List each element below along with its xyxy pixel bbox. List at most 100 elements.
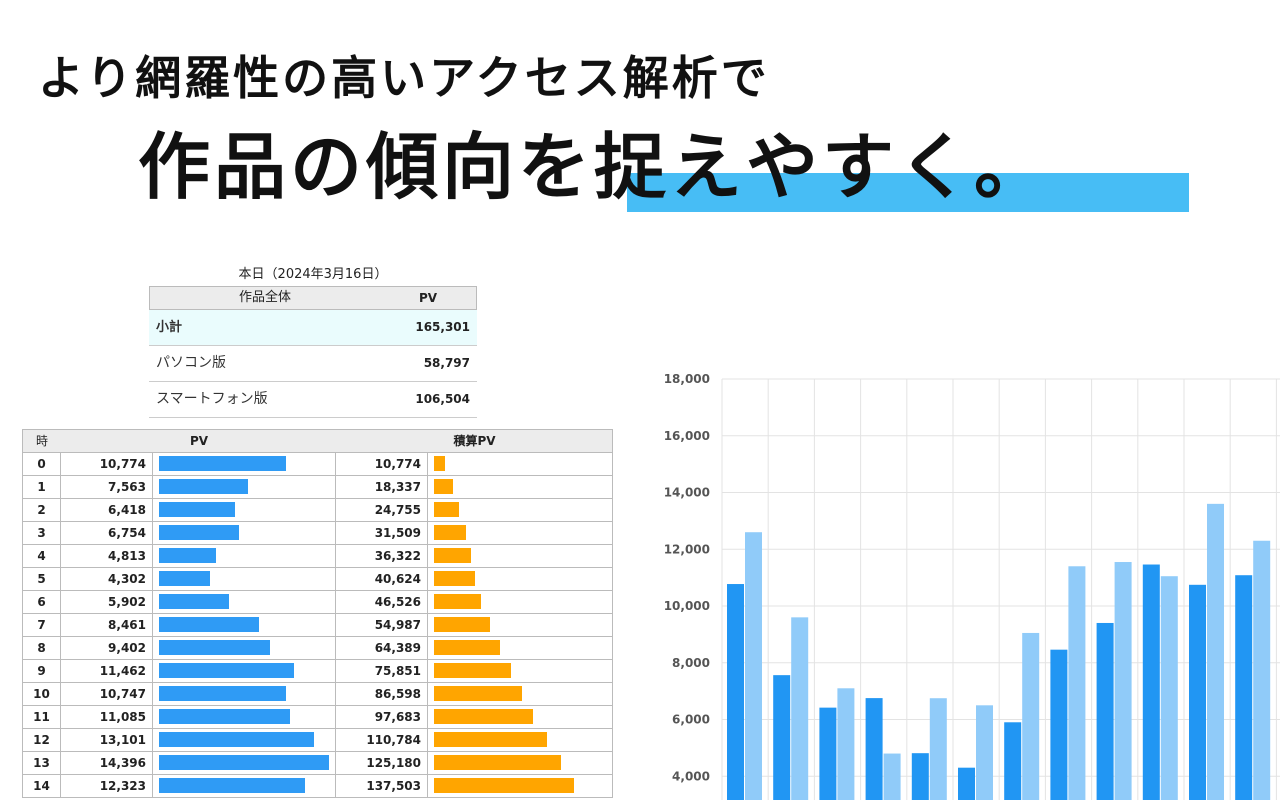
hourly-cumulative-value: 54,987: [336, 614, 428, 636]
chart-bar-series2: [1114, 562, 1132, 800]
chart-bar-series1: [1142, 564, 1160, 800]
chart-bar-series2: [745, 532, 762, 800]
hourly-cumulative-bar-cell: [428, 637, 612, 659]
hourly-cumulative-bar: [434, 548, 471, 563]
hourly-pv-bar-cell: [153, 453, 336, 475]
hourly-cumulative-value: 36,322: [336, 545, 428, 567]
hourly-cumulative-bar-cell: [428, 775, 612, 797]
chart-bar-series2: [883, 753, 901, 800]
hourly-cumulative-bar-cell: [428, 729, 612, 751]
hourly-pv-bar-cell: [153, 499, 336, 521]
hourly-cumulative-bar: [434, 755, 561, 770]
hourly-hour: 3: [23, 522, 61, 544]
hourly-cumulative-bar-cell: [428, 568, 612, 590]
hourly-pv-bar-cell: [153, 545, 336, 567]
hourly-row: 8 9,402 64,389: [23, 637, 612, 660]
hourly-pv-bar: [159, 778, 305, 793]
hourly-cumulative-bar-cell: [428, 683, 612, 705]
hourly-pv-bar-cell: [153, 476, 336, 498]
summary-row-smartphone: スマートフォン版 106,504: [149, 382, 477, 418]
chart-bar-series1: [819, 707, 837, 800]
hourly-cumulative-bar-cell: [428, 706, 612, 728]
summary-caption: 本日（2024年3月16日）: [238, 267, 388, 282]
hourly-hour: 13: [23, 752, 61, 774]
summary-row-value: 165,301: [415, 320, 470, 334]
hourly-pv-bar-cell: [153, 660, 336, 682]
hourly-row: 7 8,461 54,987: [23, 614, 612, 637]
chart-bar-series2: [1022, 632, 1040, 800]
chart-ytick-label: 12,000: [664, 542, 710, 556]
hourly-pv-value: 14,396: [61, 752, 153, 774]
hourly-pv-bar: [159, 617, 259, 632]
hourly-cumulative-value: 110,784: [336, 729, 428, 751]
chart-bar-series2: [929, 698, 947, 800]
hourly-col-hour: 時: [35, 434, 48, 448]
hourly-pv-bar: [159, 709, 290, 724]
hourly-cumulative-bar: [434, 732, 547, 747]
chart-bar-series1: [773, 675, 791, 800]
hourly-cumulative-value: 125,180: [336, 752, 428, 774]
hourly-pv-bar-cell: [153, 591, 336, 613]
hourly-pv-bar: [159, 640, 270, 655]
hourly-pv-bar-cell: [153, 706, 336, 728]
hourly-hour: 7: [23, 614, 61, 636]
chart-bar-series1: [958, 767, 975, 800]
hourly-row: 10 10,747 86,598: [23, 683, 612, 706]
hourly-row: 12 13,101 110,784: [23, 729, 612, 752]
chart-ytick-label: 16,000: [664, 429, 710, 443]
hourly-pv-value: 6,418: [61, 499, 153, 521]
hourly-hour: 9: [23, 660, 61, 682]
chart-bar-series2: [837, 688, 855, 800]
summary-header: 作品全体 PV: [149, 286, 477, 310]
hourly-pv-bar: [159, 571, 210, 586]
hourly-row: 1 7,563 18,337: [23, 476, 612, 499]
headline-line2: 作品の傾向を捉えやすく。: [138, 124, 1051, 209]
hourly-header: 時 PV 積算PV: [23, 430, 612, 453]
hourly-row: 2 6,418 24,755: [23, 499, 612, 522]
hourly-pv-value: 8,461: [61, 614, 153, 636]
hourly-hour: 6: [23, 591, 61, 613]
hourly-cumulative-bar: [434, 617, 490, 632]
summary-row-label: スマートフォン版: [156, 391, 268, 407]
hourly-row: 9 11,462 75,851: [23, 660, 612, 683]
hourly-cumulative-bar: [434, 709, 533, 724]
hourly-cumulative-bar: [434, 502, 459, 517]
summary-row-label: 小計: [156, 320, 183, 335]
hourly-pv-chart: 4,000 6,000 8,000 10,000 12,000 14,000 16,000 1…: [664, 372, 1280, 800]
chart-bar-series1: [911, 753, 929, 800]
hourly-hour: 12: [23, 729, 61, 751]
hourly-cumulative-bar: [434, 571, 475, 586]
hourly-pv-bar-cell: [153, 568, 336, 590]
chart-bar-series1: [1050, 649, 1068, 800]
hourly-row: 0 10,774 10,774: [23, 453, 612, 476]
chart-ytick-label: 4,000: [672, 769, 710, 783]
hourly-pv-value: 13,101: [61, 729, 153, 751]
hourly-row: 13 14,396 125,180: [23, 752, 612, 775]
hourly-pv-value: 5,902: [61, 591, 153, 613]
hourly-cumulative-bar-cell: [428, 591, 612, 613]
hourly-row: 6 5,902 46,526: [23, 591, 612, 614]
chart-ytick-label: 14,000: [664, 486, 710, 500]
hourly-cumulative-bar-cell: [428, 499, 612, 521]
hourly-row: 3 6,754 31,509: [23, 522, 612, 545]
summary-row-subtotal: 小計 165,301: [149, 310, 477, 346]
hourly-hour: 5: [23, 568, 61, 590]
chart-bar-series1: [1235, 575, 1253, 800]
summary-row-value: 106,504: [415, 392, 470, 406]
chart-bar-series1: [865, 698, 883, 800]
chart-bar-series2: [976, 705, 993, 800]
hourly-pv-bar: [159, 525, 239, 540]
chart-ytick-label: 6,000: [672, 713, 710, 727]
chart-bar-series2: [1207, 503, 1224, 800]
chart-ytick-label: 10,000: [664, 599, 710, 613]
hourly-col-cumulative: 積算PV: [453, 434, 496, 448]
hourly-pv-bar: [159, 502, 235, 517]
hourly-cumulative-value: 18,337: [336, 476, 428, 498]
summary-col-pv: PV: [418, 291, 438, 305]
hourly-cumulative-value: 64,389: [336, 637, 428, 659]
hourly-cumulative-bar-cell: [428, 476, 612, 498]
hourly-hour: 14: [23, 775, 61, 797]
hourly-pv-bar: [159, 594, 229, 609]
chart-bar-series2: [1253, 540, 1271, 800]
summary-col-label: 作品全体: [238, 290, 291, 305]
